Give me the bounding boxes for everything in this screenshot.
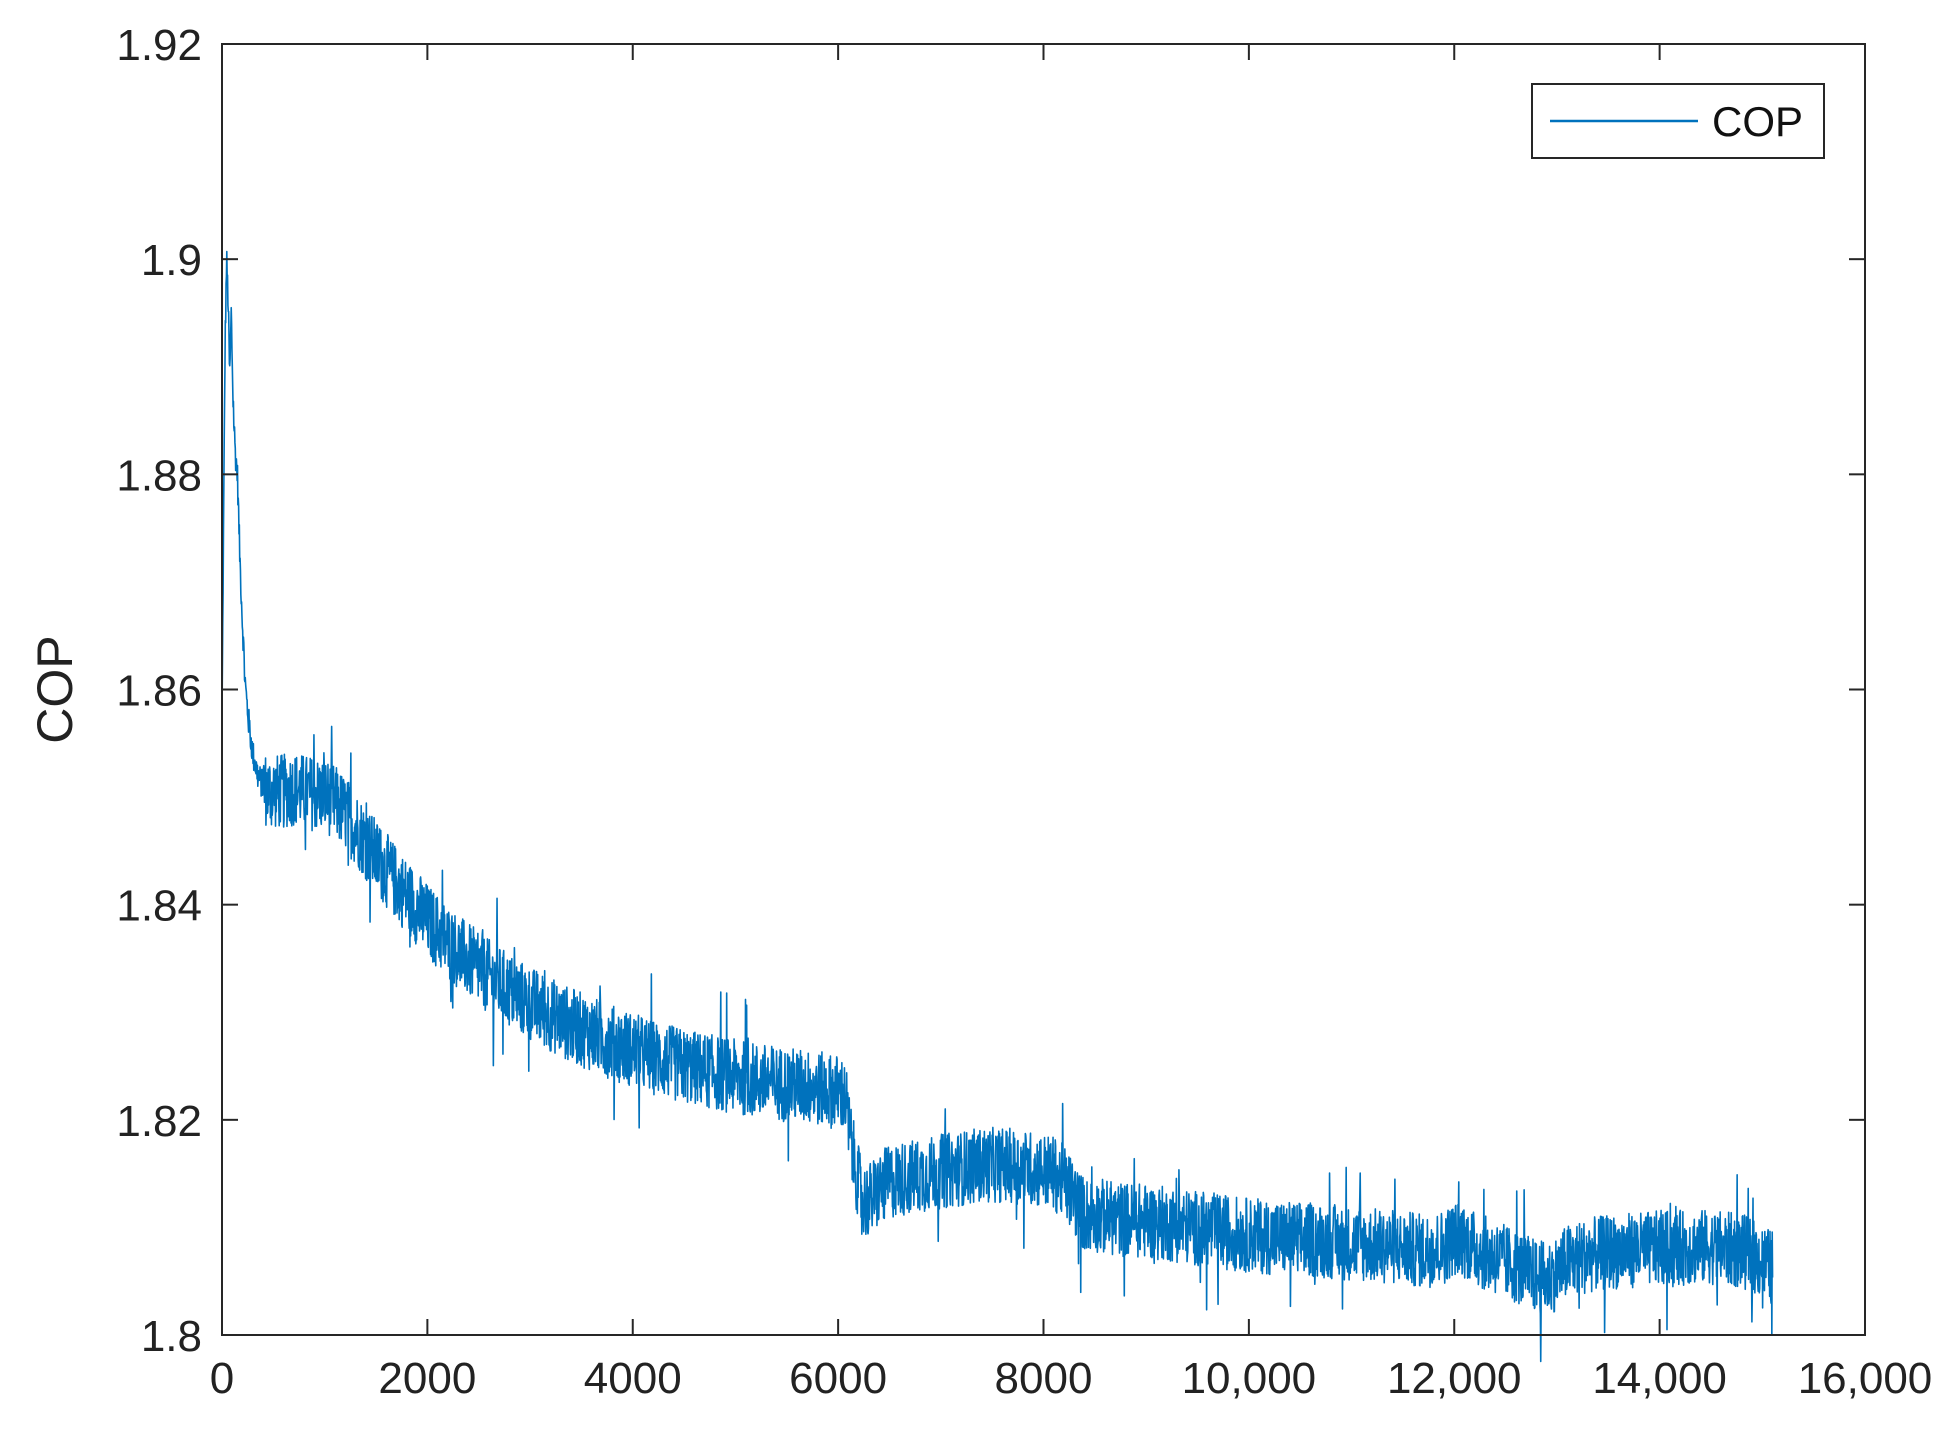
- x-tick-label: 10,000: [1182, 1354, 1317, 1403]
- x-tick-label: 8000: [995, 1354, 1093, 1403]
- x-tick-label: 16,000: [1798, 1354, 1933, 1403]
- x-tick-label: 12,000: [1387, 1354, 1522, 1403]
- y-tick-label: 1.86: [116, 667, 202, 716]
- y-tick-label: 1.88: [116, 451, 202, 500]
- y-tick-label: 1.82: [116, 1097, 202, 1146]
- y-tick-label: 1.92: [116, 21, 202, 70]
- x-axis: 0 2000 4000 6000 8000 10,000 12,000 14,000 16,00…: [210, 44, 1933, 1403]
- y-tick-label: 1.84: [116, 882, 202, 931]
- x-tick-label: 6000: [789, 1354, 887, 1403]
- y-axis-label: COP: [27, 635, 83, 743]
- x-tick-label: 0: [210, 1354, 234, 1403]
- y-tick-label: 1.8: [141, 1312, 202, 1361]
- legend: COP: [1531, 83, 1825, 159]
- legend-label-cop: COP: [1712, 98, 1803, 145]
- x-tick-label: 2000: [378, 1354, 476, 1403]
- series-layer: [221, 250, 1774, 1363]
- series-line-cop: [221, 250, 1774, 1363]
- x-tick-label: 4000: [584, 1354, 682, 1403]
- x-tick-label: 14,000: [1592, 1354, 1727, 1403]
- y-axis: 1.8 1.82 1.84 1.86 1.88 1.9 1.92: [116, 21, 1865, 1361]
- y-tick-label: 1.9: [141, 236, 202, 285]
